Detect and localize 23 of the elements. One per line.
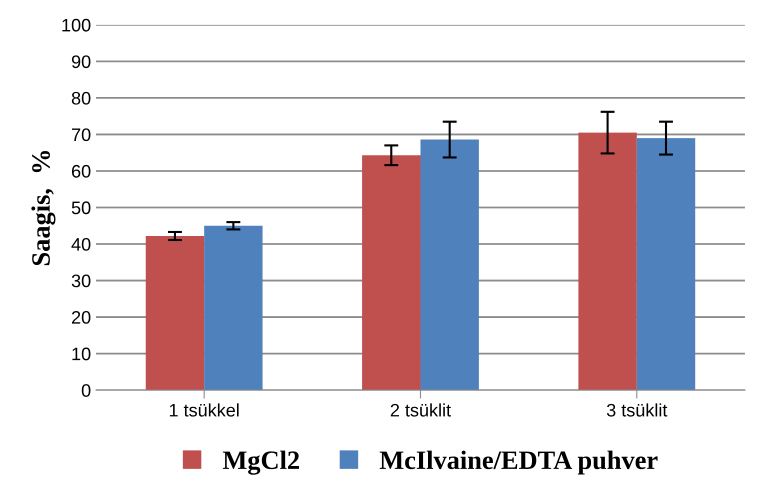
x-tick-label: 1 tsükkel — [170, 403, 239, 417]
bar — [578, 132, 637, 390]
y-tick-label: 0 — [82, 384, 90, 397]
y-axis-title: Saagis, % — [31, 150, 56, 266]
y-tick-label: 40 — [71, 238, 90, 251]
x-tick-label: 3 tsüklit — [606, 403, 668, 417]
y-tick-label: 80 — [72, 92, 90, 105]
legend-label: MgCl2 — [222, 450, 299, 475]
y-tick-label: 90 — [72, 55, 90, 68]
legend-label: McIlvaine/EDTA puhver — [380, 450, 658, 475]
x-tick-label: 2 tsüklit — [390, 403, 451, 417]
bar — [636, 138, 696, 390]
y-tick-label: 30 — [72, 274, 90, 288]
y-tick-label: 70 — [72, 128, 90, 142]
y-tick-label: 20 — [72, 311, 90, 324]
y-tick-label: 100 — [62, 18, 90, 32]
bar — [204, 226, 263, 390]
bar — [420, 140, 479, 390]
y-tick-label: 60 — [72, 164, 90, 178]
bar — [362, 155, 420, 390]
bar — [146, 236, 204, 390]
y-tick-label: 10 — [72, 348, 90, 360]
y-tick-label: 50 — [72, 201, 90, 214]
